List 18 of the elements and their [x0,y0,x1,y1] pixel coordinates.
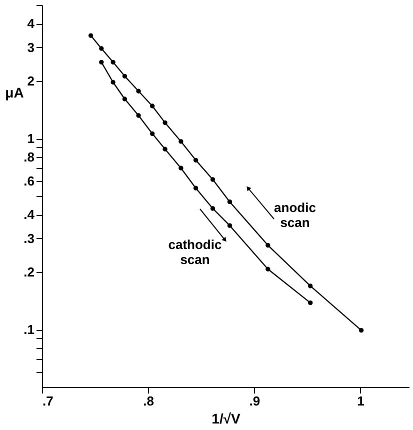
x-tick-label: 1 [357,394,364,408]
x-tick-label: .9 [249,394,260,408]
y-tick-label: .6 [24,173,34,188]
annotation: cathodic scan [168,237,222,267]
y-tick-label: 1 [27,131,34,146]
y-tick-label: .4 [24,207,36,222]
y-tick-label: 3 [27,40,34,55]
y-tick-label: .2 [24,264,34,280]
y-tick-label: .8 [24,150,34,165]
y-axis-title: μA [5,84,24,100]
y-tick-label: .3 [24,230,34,246]
y-tick-label: 2 [27,74,34,89]
x-tick-label: .7 [42,394,54,408]
y-tick-label: .1 [24,322,34,338]
annotation: anodic scan [274,200,316,230]
y-tick-label: 4 [27,16,36,32]
x-axis-title: 1/√V [212,410,242,426]
x-tick-label: .8 [143,394,154,408]
